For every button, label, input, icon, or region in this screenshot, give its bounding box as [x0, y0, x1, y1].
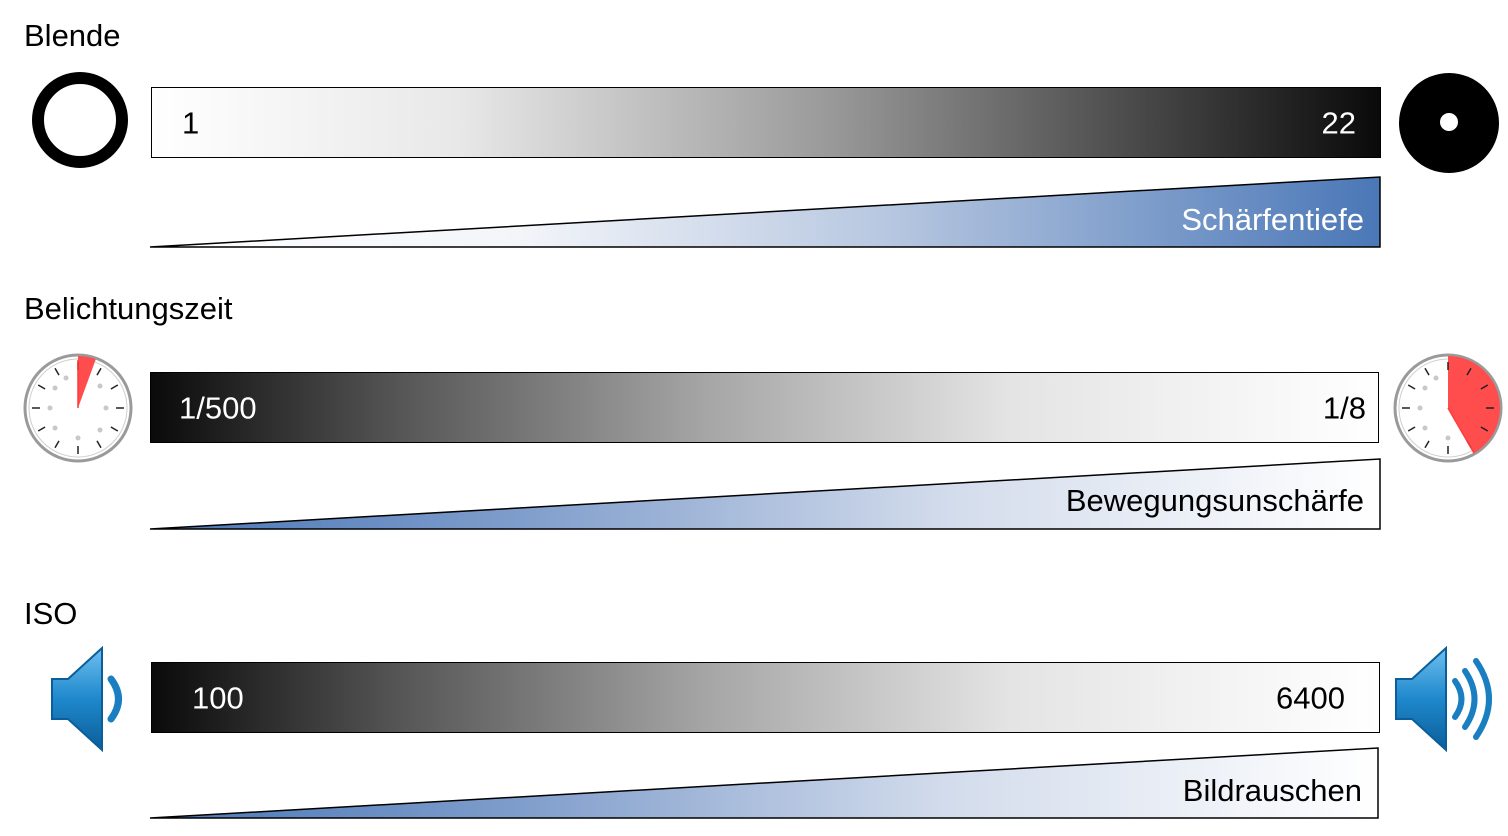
stopwatch-long-icon: [1392, 352, 1504, 464]
speaker-loud-icon: [1392, 645, 1504, 753]
iso-scale-end: 6400: [1276, 680, 1345, 715]
noise-label: Bildrauschen: [1182, 773, 1362, 808]
iso-scale-bar: 100 6400: [151, 662, 1380, 733]
motion-blur-wedge: [149, 458, 1381, 530]
shutter-scale-bar: 1/500 1/8: [150, 372, 1379, 443]
shutter-scale-end: 1/8: [1322, 390, 1366, 425]
stopwatch-short-icon: [22, 352, 134, 464]
aperture-scale-start: 1: [182, 105, 200, 140]
depth-of-field-wedge: [149, 176, 1381, 248]
speaker-quiet-icon: [48, 645, 132, 753]
depth-of-field-label: Schärfentiefe: [1181, 202, 1364, 237]
large-aperture-icon: [31, 71, 129, 169]
section-title-iso: ISO: [24, 596, 78, 631]
shutter-scale-start: 1/500: [179, 390, 257, 425]
aperture-scale-bar: 1 22: [151, 87, 1381, 158]
section-title-blende: Blende: [24, 18, 121, 53]
motion-blur-label: Bewegungsunschärfe: [1065, 483, 1364, 518]
iso-scale-start: 100: [192, 680, 244, 715]
section-title-belichtungszeit: Belichtungszeit: [24, 291, 233, 326]
small-aperture-icon: [1398, 72, 1500, 174]
aperture-scale-end: 22: [1321, 105, 1356, 140]
noise-wedge: [149, 747, 1379, 819]
